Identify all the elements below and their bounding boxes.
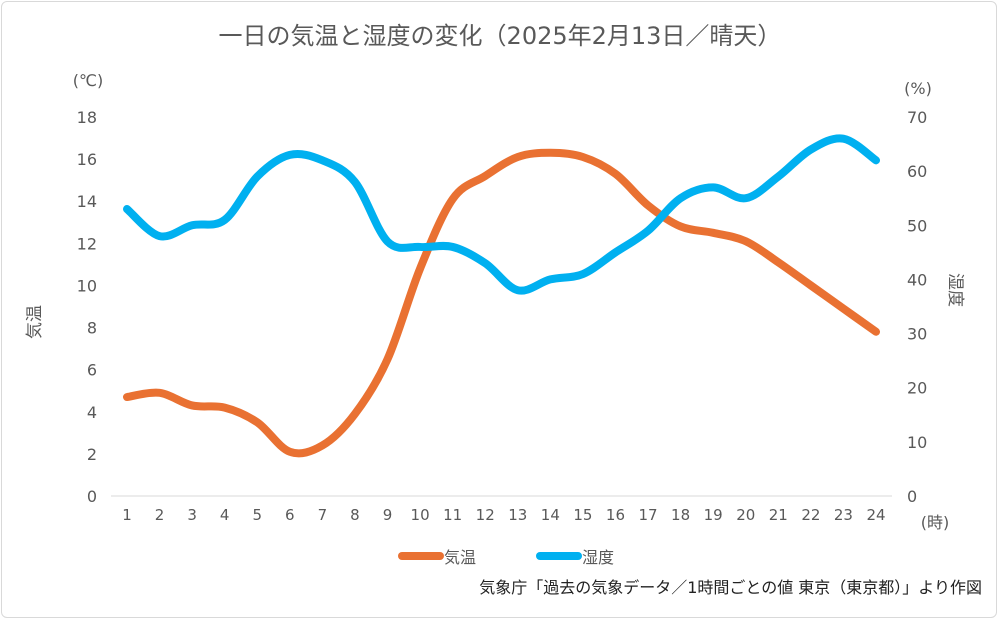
x-tick-label: 2 [155, 506, 165, 524]
right-tick-label: 20 [907, 379, 927, 398]
left-axis-unit: (℃) [73, 71, 103, 90]
x-tick-label: 13 [508, 506, 527, 524]
right-tick-label: 10 [907, 433, 927, 452]
left-tick-label: 4 [87, 403, 97, 422]
x-tick-label: 1 [122, 506, 132, 524]
left-tick-label: 8 [87, 319, 97, 338]
x-tick-label: 20 [736, 506, 755, 524]
x-tick-label: 8 [350, 506, 360, 524]
x-tick-label: 4 [220, 506, 230, 524]
left-tick-label: 10 [77, 276, 97, 295]
x-tick-label: 16 [606, 506, 625, 524]
right-tick-label: 0 [907, 487, 917, 506]
right-tick-label: 30 [907, 325, 927, 344]
x-tick-label: 14 [541, 506, 560, 524]
x-tick-label: 15 [573, 506, 592, 524]
x-tick-label: 11 [443, 506, 462, 524]
legend-label-temperature: 気温 [444, 548, 476, 567]
x-tick-label: 18 [671, 506, 690, 524]
left-tick-label: 14 [77, 192, 97, 211]
left-axis-title: 気温 [25, 305, 45, 339]
right-tick-label: 70 [907, 108, 927, 127]
right-tick-label: 40 [907, 270, 927, 289]
x-tick-label: 17 [638, 506, 657, 524]
right-tick-label: 60 [907, 162, 927, 181]
x-tick-label: 22 [801, 506, 820, 524]
x-tick-label: 12 [476, 506, 495, 524]
x-tick-label: 5 [252, 506, 262, 524]
chart-title: 一日の気温と湿度の変化（2025年2月13日／晴天） [219, 22, 782, 50]
left-tick-label: 12 [77, 234, 97, 253]
right-axis-title: 湿度 [945, 273, 965, 307]
left-tick-label: 18 [77, 108, 97, 127]
left-tick-label: 2 [87, 445, 97, 464]
left-tick-label: 0 [87, 487, 97, 506]
source-note: 気象庁「過去の気象データ／1時間ごとの値 東京（東京都）」より作図 [479, 578, 982, 597]
x-tick-label: 21 [769, 506, 788, 524]
left-tick-label: 6 [87, 361, 97, 380]
x-tick-label: 6 [285, 506, 295, 524]
x-tick-label: 3 [187, 506, 197, 524]
x-tick-label: 9 [383, 506, 393, 524]
legend-label-humidity: 湿度 [582, 548, 614, 567]
x-axis-unit: (時) [921, 513, 950, 532]
x-tick-label: 24 [866, 506, 885, 524]
left-tick-label: 16 [77, 150, 97, 169]
right-tick-label: 50 [907, 216, 927, 235]
x-tick-label: 19 [704, 506, 723, 524]
right-axis-unit: (%) [904, 79, 932, 98]
legend: 気温 湿度 [398, 548, 614, 567]
x-tick-label: 7 [318, 506, 328, 524]
x-tick-label: 23 [834, 506, 853, 524]
x-tick-label: 10 [411, 506, 430, 524]
humidity-series-line [123, 134, 880, 295]
